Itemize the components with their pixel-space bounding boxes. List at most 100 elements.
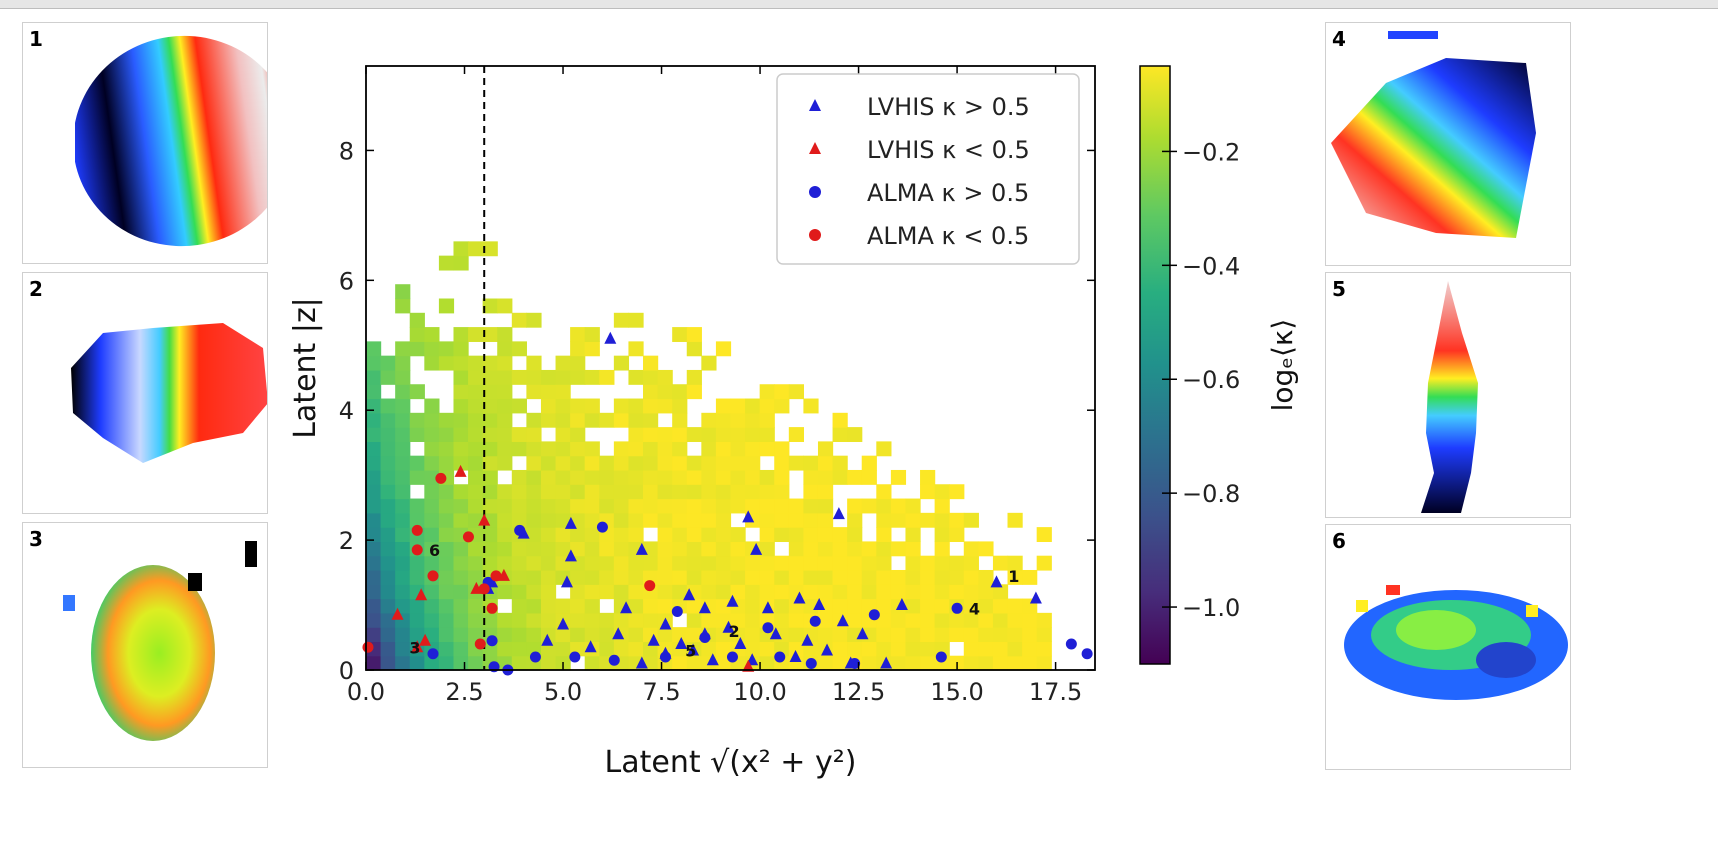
heatmap-cell — [861, 569, 877, 585]
heatmap-cell — [540, 584, 557, 600]
example-panel-2: 2 — [22, 272, 268, 514]
heatmap-cell — [745, 598, 761, 614]
heatmap-cell — [613, 512, 630, 528]
heatmap-cell — [657, 569, 673, 585]
heatmap-cell — [803, 498, 819, 514]
heatmap-cell — [672, 627, 688, 643]
heatmap-cell — [949, 584, 965, 600]
heatmap-cell — [570, 612, 586, 628]
heatmap-cell — [686, 627, 702, 643]
heatmap-cell — [628, 341, 644, 357]
heatmap-cell — [395, 455, 411, 471]
triangle-marker — [659, 617, 672, 630]
heatmap-cell — [847, 598, 863, 614]
heatmap-cell — [657, 441, 673, 457]
heatmap-cell — [730, 612, 746, 628]
heatmap-cell — [613, 312, 630, 328]
heatmap-cell — [497, 455, 513, 471]
heatmap-cell — [555, 484, 571, 500]
heatmap-cell — [1007, 555, 1023, 571]
heatmap-cell — [540, 512, 557, 528]
heatmap-cell — [934, 598, 950, 614]
heatmap-cell — [555, 412, 571, 428]
heatmap-cell — [876, 569, 892, 585]
heatmap-cell — [701, 541, 717, 557]
heatmap-cell — [511, 584, 527, 600]
heatmap-cell — [686, 527, 702, 543]
heatmap-cell — [788, 612, 804, 628]
heatmap-cell — [540, 612, 557, 628]
heatmap-cell — [745, 484, 761, 500]
heatmap-cell — [555, 369, 571, 385]
triangle-marker — [769, 627, 782, 640]
heatmap-cell — [934, 512, 950, 528]
heatmap-cell — [628, 584, 644, 600]
heatmap-cell — [686, 484, 702, 500]
heatmap-cell — [366, 498, 382, 514]
velocity-map-5 — [1421, 281, 1478, 513]
triangle-marker — [722, 620, 735, 633]
heatmap-cell — [482, 484, 498, 500]
heatmap-cell — [759, 498, 775, 514]
heatmap-cell — [686, 427, 702, 442]
x-tick-label: 2.5 — [445, 678, 483, 706]
heatmap-cell — [920, 612, 936, 628]
heatmap-cell — [453, 427, 469, 442]
circle-marker — [608, 654, 620, 666]
heatmap-cell — [380, 427, 396, 442]
heatmap-cell — [905, 555, 921, 571]
heatmap-cell — [395, 627, 411, 643]
panel-number: 2 — [29, 277, 43, 301]
heatmap-cell — [584, 569, 600, 585]
heatmap-cell — [759, 527, 775, 543]
heatmap-cell — [453, 641, 469, 657]
heatmap-cell — [584, 484, 600, 500]
heatmap-cell — [468, 327, 484, 342]
colorbar-tick-label: −0.8 — [1182, 480, 1240, 508]
heatmap-cell — [701, 355, 717, 371]
heatmap-cell — [511, 541, 527, 557]
heatmap-cell — [905, 512, 921, 528]
heatmap-cell — [584, 555, 600, 571]
heatmap-cell — [817, 627, 834, 643]
heatmap-cell — [584, 441, 600, 457]
heatmap-cell — [759, 384, 775, 400]
heatmap-cell — [409, 341, 425, 357]
heatmap-cell — [643, 355, 659, 371]
annotation-label: 6 — [429, 541, 440, 560]
triangle-marker — [821, 643, 834, 656]
heatmap-cell — [730, 455, 746, 471]
heatmap-cell — [890, 498, 907, 514]
triangle-marker — [419, 633, 432, 646]
heatmap-cell — [657, 541, 673, 557]
heatmap-cell — [657, 498, 673, 514]
heatmap-cell — [395, 569, 411, 585]
circle-marker — [474, 638, 486, 650]
circle-marker — [486, 602, 498, 614]
heatmap-cell — [817, 527, 834, 543]
heatmap-cell — [424, 541, 440, 557]
y-axis-ticks: 0 2 4 6 8 — [339, 137, 1095, 685]
heatmap-cell — [978, 584, 994, 600]
heatmap-cell — [380, 584, 396, 600]
triangle-marker — [750, 542, 763, 555]
heatmap-cell — [934, 584, 950, 600]
heatmap-cell — [395, 598, 411, 614]
heatmap-cell — [657, 598, 673, 614]
heatmap-cell — [730, 427, 746, 442]
heatmap-cell — [759, 398, 775, 414]
circle-marker — [951, 602, 963, 614]
heatmap-cell — [366, 569, 382, 585]
heatmap-cell — [511, 498, 527, 514]
heatmap-cell — [511, 641, 527, 657]
heatmap-cell — [745, 498, 761, 514]
heatmap-cell — [905, 598, 921, 614]
heatmap-cell — [978, 627, 994, 643]
heatmap-cell — [395, 555, 411, 571]
heatmap-cell — [395, 512, 411, 528]
heatmap-cell — [526, 384, 542, 400]
heatmap-cell — [511, 512, 527, 528]
heatmap-cell — [657, 398, 673, 414]
heatmap-cell — [380, 498, 396, 514]
heatmap-cell — [599, 641, 615, 657]
